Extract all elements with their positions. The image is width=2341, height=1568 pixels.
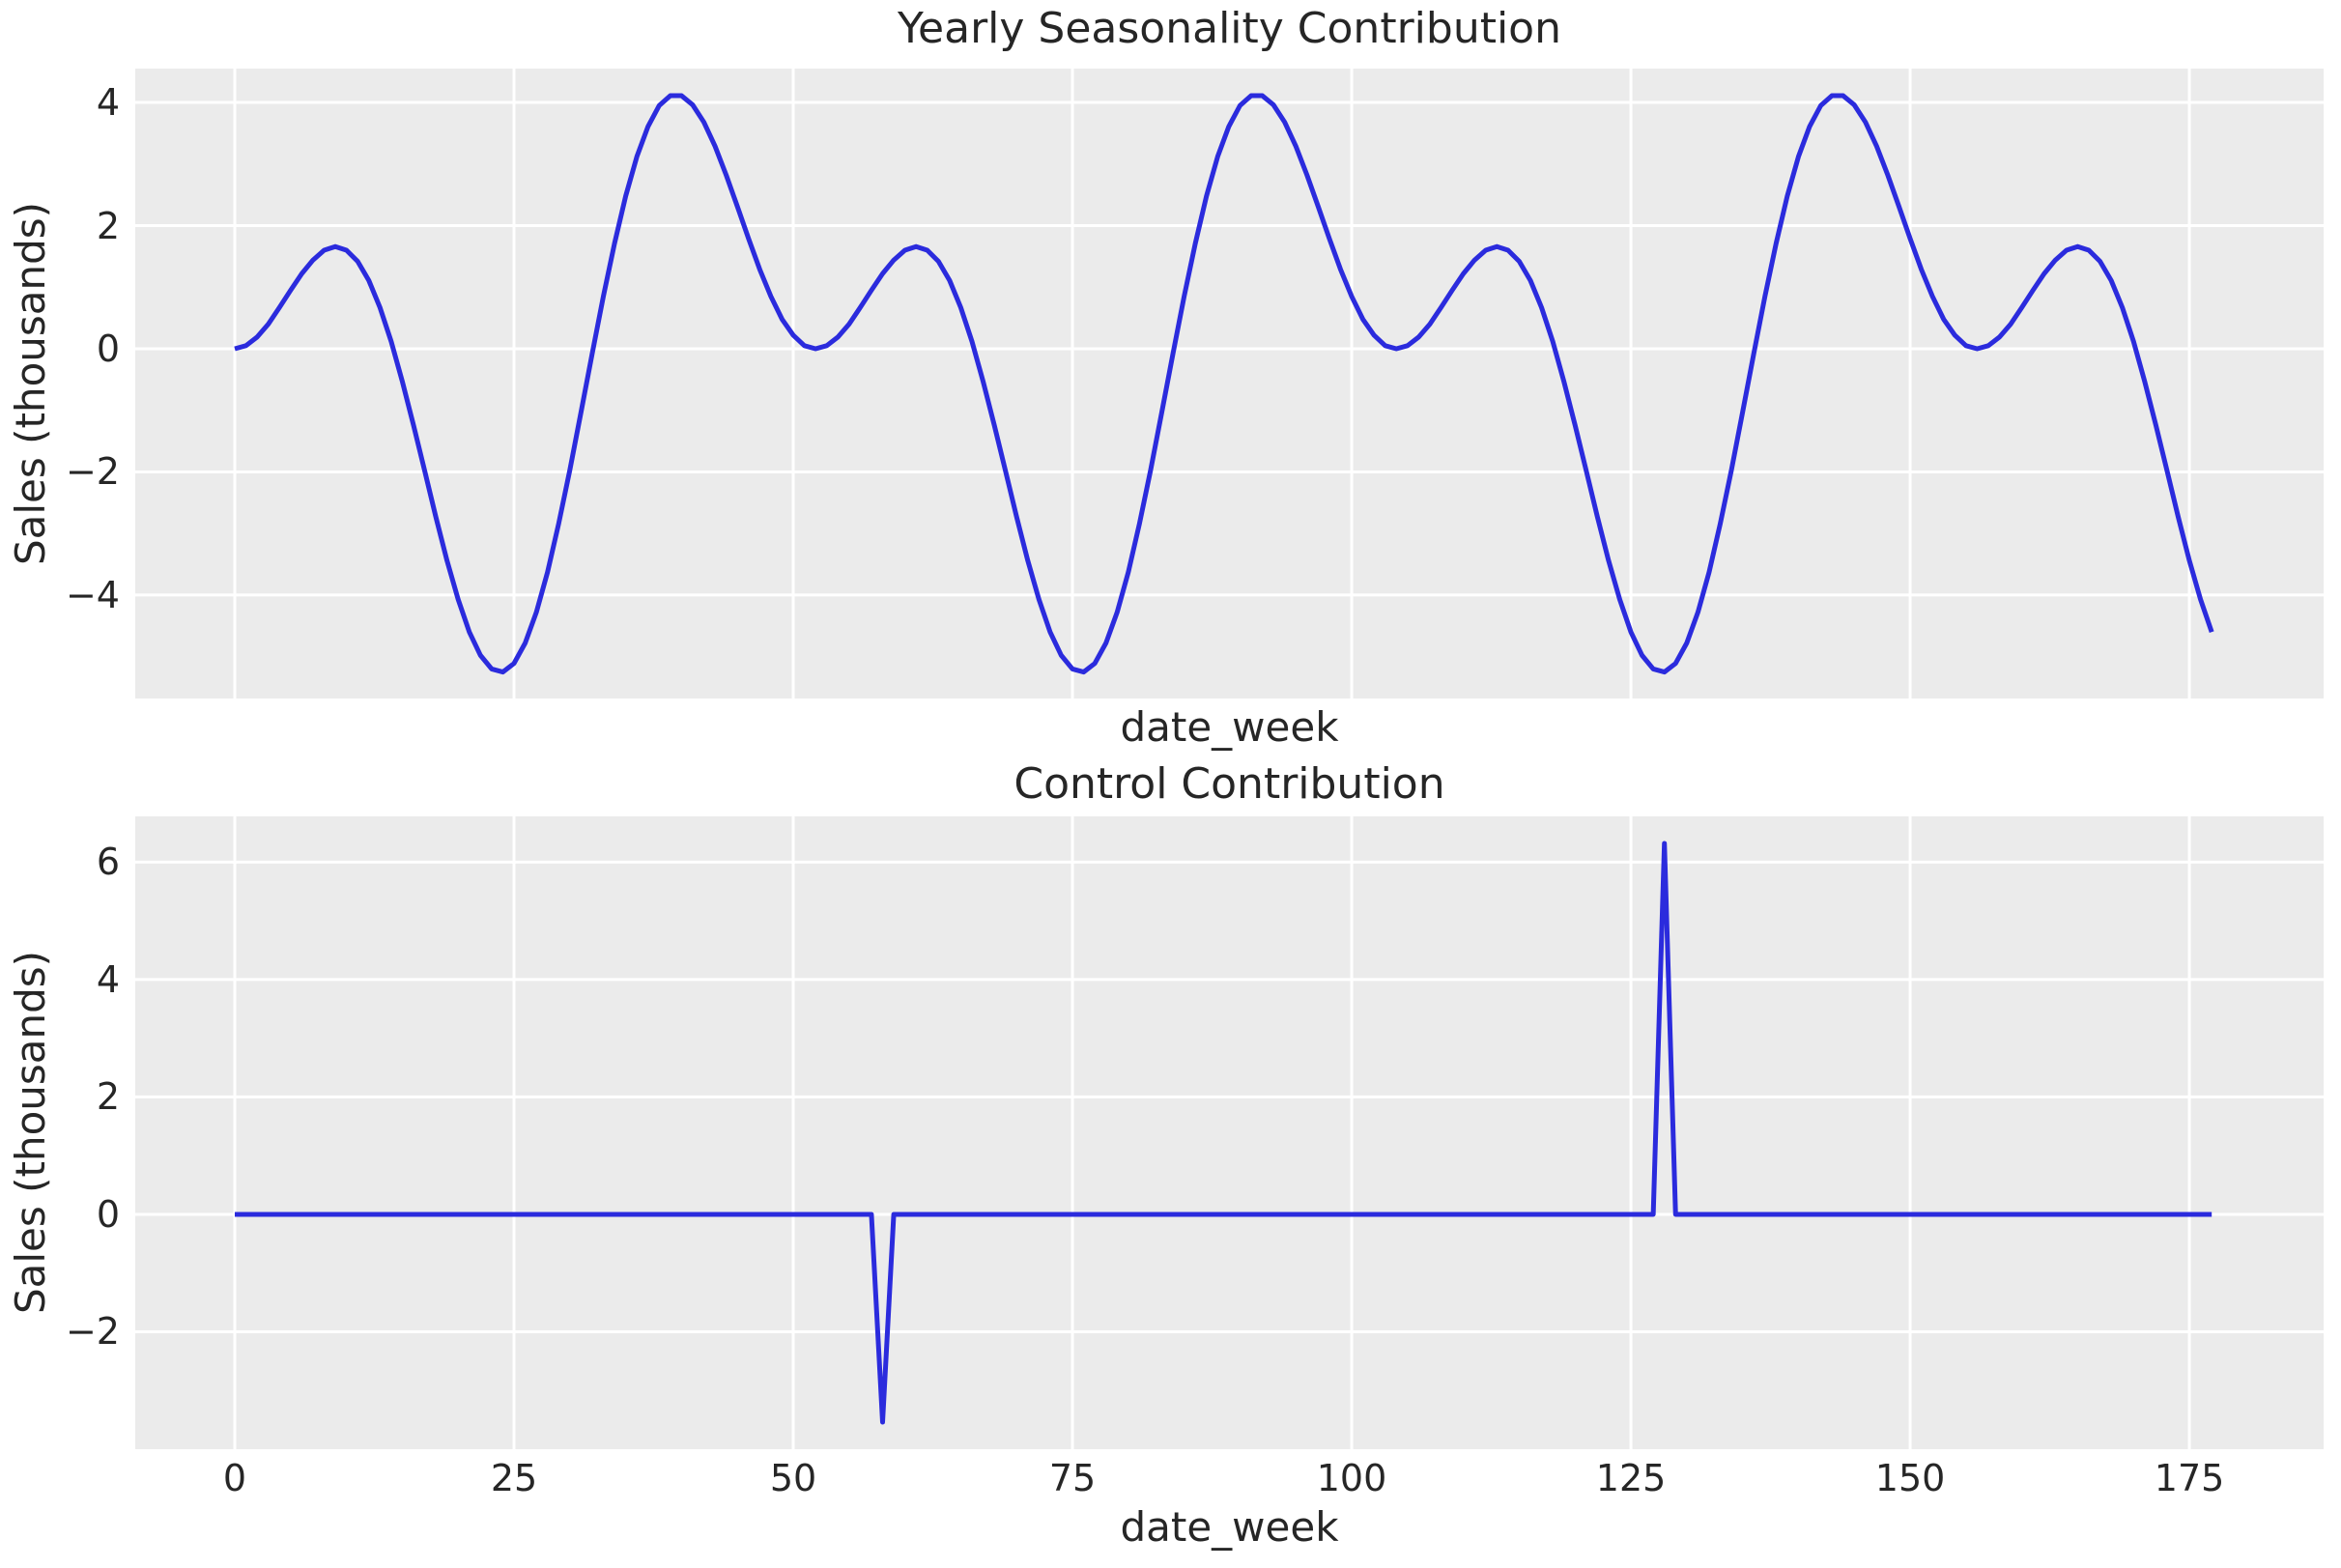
y-tick-label: 4 <box>96 81 120 125</box>
chart2-ylabel: Sales (thousands) <box>7 950 54 1315</box>
plot-canvas <box>135 816 2324 1449</box>
x-tick-label: 150 <box>1874 1457 1946 1499</box>
y-tick-label: 2 <box>96 204 120 247</box>
chart2-plot-area <box>135 816 2324 1449</box>
y-tick-label: −4 <box>65 573 120 616</box>
series-line <box>235 841 2213 1425</box>
x-tick-label: 0 <box>222 1457 247 1499</box>
chart1-title: Yearly Seasonality Contribution <box>898 4 1561 53</box>
y-tick-label: 0 <box>96 1192 120 1236</box>
x-tick-label: 75 <box>1048 1457 1097 1499</box>
chart2-title: Control Contribution <box>1013 759 1445 809</box>
series-line <box>234 93 2214 675</box>
y-tick-label: 6 <box>96 841 120 884</box>
x-tick-label: 25 <box>490 1457 538 1499</box>
x-tick-label: 125 <box>1595 1457 1667 1499</box>
y-tick-label: −2 <box>65 1310 120 1354</box>
x-tick-label: 50 <box>769 1457 817 1499</box>
chart1-plot-area <box>135 69 2324 698</box>
x-tick-label: 100 <box>1316 1457 1387 1499</box>
chart1-xlabel: date_week <box>1120 703 1339 751</box>
y-tick-label: 2 <box>96 1075 120 1119</box>
y-tick-label: 0 <box>96 327 120 370</box>
x-tick-label: 175 <box>2154 1457 2225 1499</box>
plot-canvas <box>135 69 2324 698</box>
y-tick-label: −2 <box>65 450 120 494</box>
chart2-xlabel: date_week <box>1120 1503 1339 1551</box>
chart1-ylabel: Sales (thousands) <box>7 201 54 566</box>
y-tick-label: 4 <box>96 957 120 1001</box>
